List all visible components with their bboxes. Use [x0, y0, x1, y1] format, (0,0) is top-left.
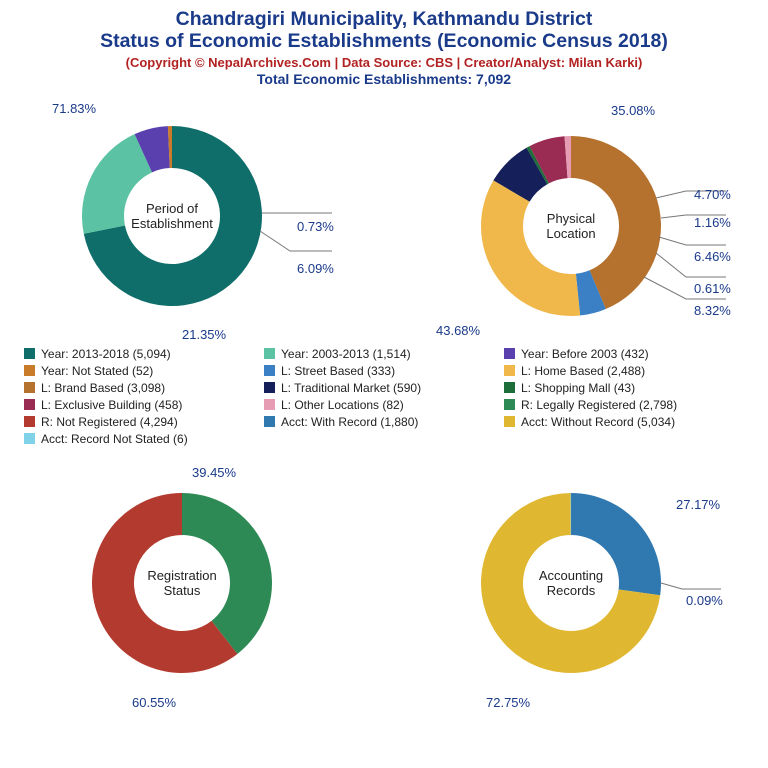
legend-swatch	[24, 382, 35, 393]
legend-item: Year: Not Stated (52)	[24, 364, 264, 378]
bottom-row: RegistrationStatus 39.45% 60.55% Accountin…	[10, 455, 758, 715]
pct-label: 1.16%	[694, 215, 731, 230]
legend-swatch	[24, 416, 35, 427]
donut-slice	[481, 180, 580, 316]
donut-center-label: Period ofEstablishment	[117, 202, 227, 232]
legend-swatch	[504, 365, 515, 376]
title-line-2: Status of Economic Establishments (Econo…	[10, 30, 758, 52]
donut-center-label: PhysicalLocation	[516, 212, 626, 242]
legend-item: L: Brand Based (3,098)	[24, 381, 264, 395]
legend-swatch	[24, 433, 35, 444]
legend-item: R: Legally Registered (2,798)	[504, 398, 744, 412]
pct-label: 35.08%	[611, 103, 655, 118]
legend-label: L: Shopping Mall (43)	[521, 381, 635, 395]
legend-item: L: Traditional Market (590)	[264, 381, 504, 395]
legend-label: R: Not Registered (4,294)	[41, 415, 178, 429]
legend-label: R: Legally Registered (2,798)	[521, 398, 677, 412]
legend-item: Year: 2013-2018 (5,094)	[24, 347, 264, 361]
pct-label: 72.75%	[486, 695, 530, 710]
leader-line	[260, 231, 332, 251]
chart-accounting: AccountingRecords 27.17% 72.75% 0.09%	[386, 455, 756, 715]
legend-item: L: Exclusive Building (458)	[24, 398, 264, 412]
pct-label: 21.35%	[182, 327, 226, 342]
legend-label: Acct: Without Record (5,034)	[521, 415, 675, 429]
title-line-1: Chandragiri Municipality, Kathmandu Dist…	[10, 8, 758, 30]
legend-label: L: Other Locations (82)	[281, 398, 404, 412]
legend-item: Acct: Without Record (5,034)	[504, 415, 744, 429]
top-row: Period ofEstablishment 71.83% 21.35% 6.09% 0…	[10, 91, 758, 341]
pct-label: 4.70%	[694, 187, 731, 202]
legend-item: Acct: Record Not Stated (6)	[24, 432, 264, 446]
legend-swatch	[264, 399, 275, 410]
legend-item: L: Shopping Mall (43)	[504, 381, 744, 395]
pct-label: 6.09%	[297, 261, 334, 276]
pct-label: 71.83%	[52, 101, 96, 116]
subtitle: (Copyright © NepalArchives.Com | Data So…	[10, 55, 758, 70]
legend-label: Acct: Record Not Stated (6)	[41, 432, 188, 446]
legend-item: Year: 2003-2013 (1,514)	[264, 347, 504, 361]
donut-center-label: AccountingRecords	[516, 569, 626, 599]
legend-label: L: Brand Based (3,098)	[41, 381, 165, 395]
pct-label: 0.61%	[694, 281, 731, 296]
legend-swatch	[504, 416, 515, 427]
pct-label: 6.46%	[694, 249, 731, 264]
chart-location: PhysicalLocation 43.68% 4.70% 35.08% 8.32% 0.…	[386, 91, 756, 341]
legend-label: Acct: With Record (1,880)	[281, 415, 418, 429]
legend-swatch	[264, 348, 275, 359]
legend-item: Acct: With Record (1,880)	[264, 415, 504, 429]
legend-label: Year: Not Stated (52)	[41, 364, 153, 378]
pct-label: 27.17%	[676, 497, 720, 512]
legend-swatch	[504, 382, 515, 393]
legend-label: L: Home Based (2,488)	[521, 364, 645, 378]
legend-label: Year: Before 2003 (432)	[521, 347, 649, 361]
legend-item: L: Home Based (2,488)	[504, 364, 744, 378]
legend-item: R: Not Registered (4,294)	[24, 415, 264, 429]
pct-label: 39.45%	[192, 465, 236, 480]
legend-swatch	[24, 365, 35, 376]
chart-period: Period ofEstablishment 71.83% 21.35% 6.09% 0…	[12, 91, 382, 341]
legend-swatch	[504, 348, 515, 359]
leader-line	[659, 237, 726, 245]
legend-swatch	[504, 399, 515, 410]
legend-swatch	[24, 399, 35, 410]
legend-label: Year: 2003-2013 (1,514)	[281, 347, 411, 361]
pct-label: 8.32%	[694, 303, 731, 318]
legend-swatch	[24, 348, 35, 359]
total-establishments: Total Economic Establishments: 7,092	[10, 71, 758, 87]
legend-item: L: Other Locations (82)	[264, 398, 504, 412]
pct-label: 60.55%	[132, 695, 176, 710]
pct-label: 0.73%	[297, 219, 334, 234]
legend-label: Year: 2013-2018 (5,094)	[41, 347, 171, 361]
infographic-container: Chandragiri Municipality, Kathmandu Dist…	[0, 0, 768, 768]
legend-swatch	[264, 382, 275, 393]
pct-label: 0.09%	[686, 593, 723, 608]
legend-label: L: Exclusive Building (458)	[41, 398, 182, 412]
donut-center-label: RegistrationStatus	[127, 569, 237, 599]
chart-registration: RegistrationStatus 39.45% 60.55%	[12, 455, 382, 715]
legend-swatch	[264, 365, 275, 376]
legend-label: L: Traditional Market (590)	[281, 381, 421, 395]
legend-label: L: Street Based (333)	[281, 364, 395, 378]
legend: Year: 2013-2018 (5,094) Year: 2003-2013 (…	[24, 347, 744, 449]
legend-item: L: Street Based (333)	[264, 364, 504, 378]
leader-line	[661, 583, 721, 589]
pct-label: 43.68%	[436, 323, 480, 338]
legend-swatch	[264, 416, 275, 427]
legend-item: Year: Before 2003 (432)	[504, 347, 744, 361]
